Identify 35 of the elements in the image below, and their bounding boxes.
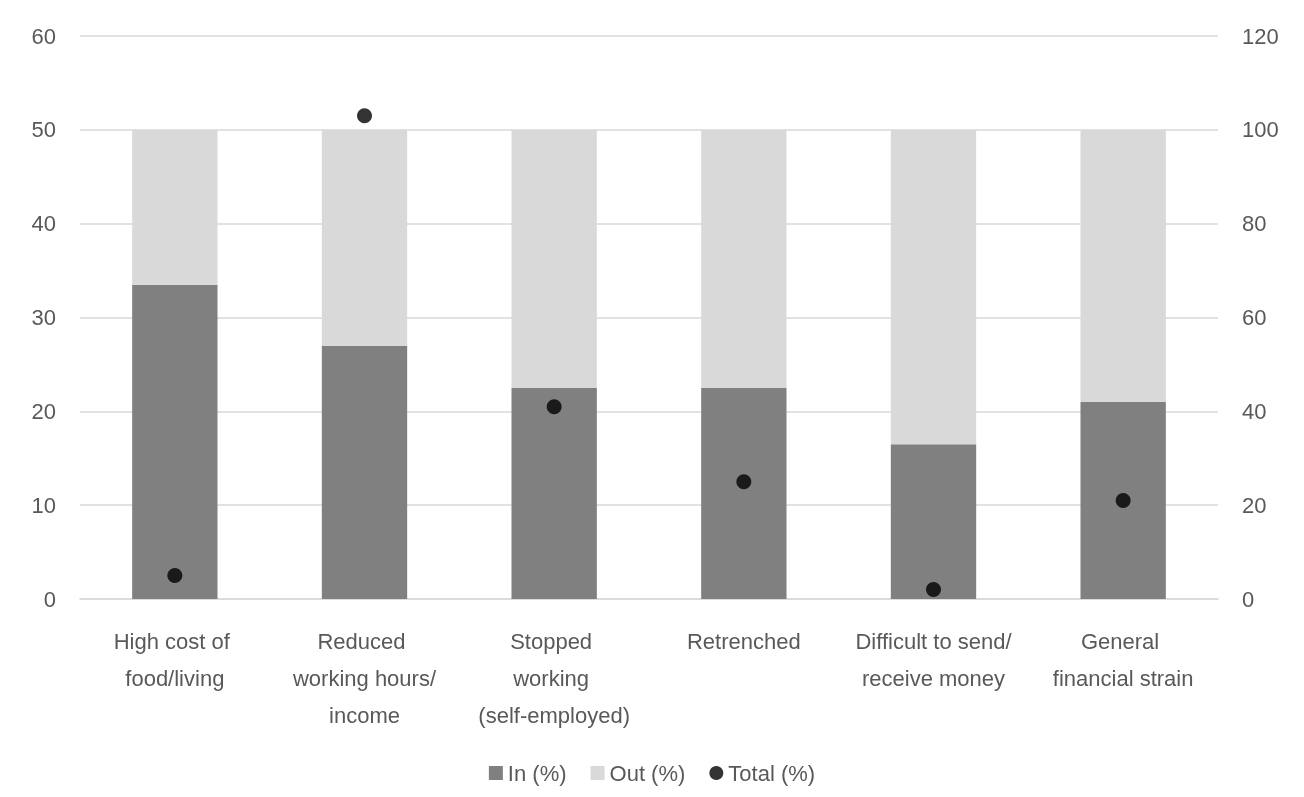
y2-tick-label: 60 — [1242, 305, 1267, 330]
x-tick-label: Reduced working hours/income — [291, 629, 437, 728]
point — [167, 568, 183, 584]
bar — [1080, 401, 1166, 599]
y-tick-label: 0 — [43, 586, 56, 612]
legend-label: Out (%) — [609, 760, 686, 786]
bar — [511, 387, 597, 599]
x-tick-label: General financial strain — [1052, 629, 1194, 691]
bar — [132, 284, 218, 599]
y-tick-label: 10 — [31, 492, 56, 518]
point — [357, 108, 372, 124]
y-tick-label: 60 — [31, 23, 56, 49]
x-tick-label: Retrenched — [686, 629, 801, 654]
legend-label: In (%) — [507, 760, 567, 786]
y2-tick-label: 0 — [1242, 586, 1255, 612]
point — [736, 474, 752, 490]
y2-tick-label: 100 — [1242, 117, 1279, 143]
y-tick-label: 30 — [31, 305, 56, 330]
bar — [890, 444, 977, 599]
y2-tick-label: 20 — [1242, 492, 1267, 518]
y2-tick-label: 40 — [1242, 398, 1267, 424]
x-tick-label: High cost of food/living — [113, 629, 236, 691]
point — [926, 582, 941, 598]
legend-label: Total (%) — [728, 760, 816, 786]
point — [1115, 492, 1131, 508]
bar — [321, 345, 408, 599]
y-tick-label: 50 — [31, 117, 56, 143]
y2-tick-label: 80 — [1242, 211, 1267, 237]
x-tick-label: Stopped working (self-employed) — [478, 629, 630, 728]
x-tick-label: Difficult to send/receive money — [855, 629, 1013, 691]
bar — [701, 387, 787, 599]
point — [546, 399, 562, 415]
y-tick-label: 20 — [31, 398, 56, 424]
y2-tick-label: 120 — [1242, 23, 1279, 49]
y-tick-label: 40 — [31, 211, 56, 237]
